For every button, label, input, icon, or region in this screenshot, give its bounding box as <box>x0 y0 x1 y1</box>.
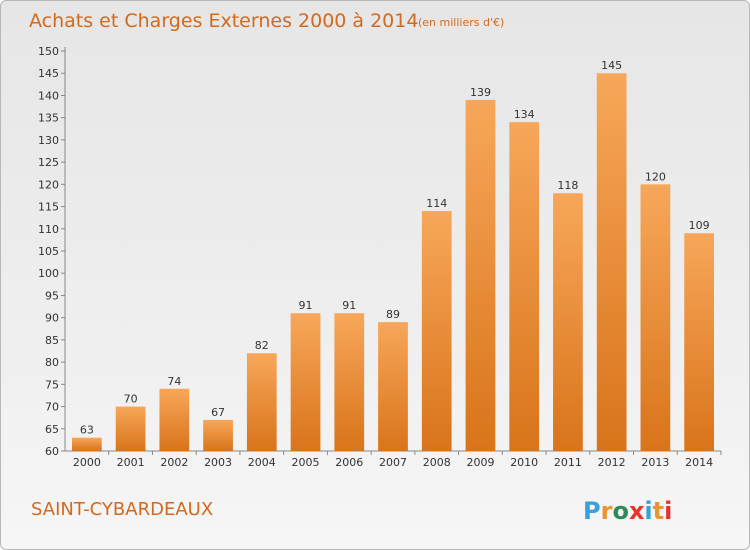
bar <box>159 388 190 451</box>
bar <box>203 419 233 451</box>
y-tick-label: 140 <box>38 89 59 102</box>
data-label: 74 <box>167 375 181 388</box>
x-tick-label: 2014 <box>685 456 713 469</box>
data-label: 67 <box>211 406 225 419</box>
bar <box>596 73 627 451</box>
x-tick-label: 2001 <box>117 456 145 469</box>
logo-text: Proxiti <box>583 497 672 525</box>
x-tick-label: 2009 <box>466 456 494 469</box>
y-tick-label: 120 <box>38 178 59 191</box>
x-tick-label: 2005 <box>292 456 320 469</box>
chart-subtitle: (en milliers d'€) <box>418 16 504 29</box>
y-tick-label: 95 <box>45 289 59 302</box>
x-tick-label: 2000 <box>73 456 101 469</box>
x-tick-label: 2007 <box>379 456 407 469</box>
x-tick-label: 2010 <box>510 456 538 469</box>
x-tick-label: 2011 <box>554 456 582 469</box>
x-tick-label: 2006 <box>335 456 363 469</box>
y-tick-label: 90 <box>45 312 59 325</box>
data-label: 70 <box>124 393 138 406</box>
y-tick-label: 145 <box>38 67 59 80</box>
proxiti-logo: Proxiti <box>583 497 672 525</box>
y-tick-label: 135 <box>38 112 59 125</box>
y-tick-label: 150 <box>38 45 59 58</box>
y-tick-label: 60 <box>45 445 59 458</box>
y-tick-label: 70 <box>45 401 59 414</box>
data-label: 145 <box>601 59 622 72</box>
x-tick-label: 2003 <box>204 456 232 469</box>
bar <box>246 353 277 451</box>
y-tick-label: 125 <box>38 156 59 169</box>
bar <box>71 437 102 451</box>
data-label: 139 <box>470 86 491 99</box>
y-tick-label: 65 <box>45 423 59 436</box>
bar <box>115 406 146 451</box>
y-tick-label: 80 <box>45 356 59 369</box>
bar <box>684 233 715 451</box>
data-label: 82 <box>255 339 269 352</box>
y-tick-label: 75 <box>45 378 59 391</box>
x-tick-label: 2012 <box>598 456 626 469</box>
bar <box>553 193 583 451</box>
bar <box>334 313 365 451</box>
x-tick-label: 2013 <box>641 456 669 469</box>
chart-title: Achats et Charges Externes 2000 à 2014 <box>29 10 418 32</box>
bar <box>378 322 408 451</box>
bars-group <box>71 73 715 452</box>
y-tick-label: 100 <box>38 267 59 280</box>
data-label: 109 <box>689 219 710 232</box>
place-name: SAINT-CYBARDEAUX <box>31 499 213 520</box>
data-label: 91 <box>342 299 356 312</box>
data-label: 91 <box>299 299 313 312</box>
x-tick-label: 2004 <box>248 456 276 469</box>
data-label: 120 <box>645 170 666 183</box>
axes: 60 65 70 75 80 85 90 95 100 105 110 115 120 125 130 135… <box>38 45 722 469</box>
y-tick-label: 110 <box>38 223 59 236</box>
data-labels-group: 63 70 74 67 82 91 91 89 114 139 134 118 145 120 109 <box>80 59 710 436</box>
bar <box>640 184 671 452</box>
data-label: 118 <box>557 179 578 192</box>
x-tick-label: 2002 <box>160 456 188 469</box>
data-label: 134 <box>514 108 535 121</box>
bar <box>465 99 496 451</box>
bar <box>421 211 452 451</box>
data-label: 63 <box>80 424 94 437</box>
y-tick-label: 115 <box>38 201 59 214</box>
bar <box>509 122 540 451</box>
bar <box>290 313 321 451</box>
data-label: 114 <box>426 197 447 210</box>
y-tick-label: 130 <box>38 134 59 147</box>
y-tick-label: 85 <box>45 334 59 347</box>
y-tick-label: 105 <box>38 245 59 258</box>
x-tick-label: 2008 <box>423 456 451 469</box>
data-label: 89 <box>386 308 400 321</box>
